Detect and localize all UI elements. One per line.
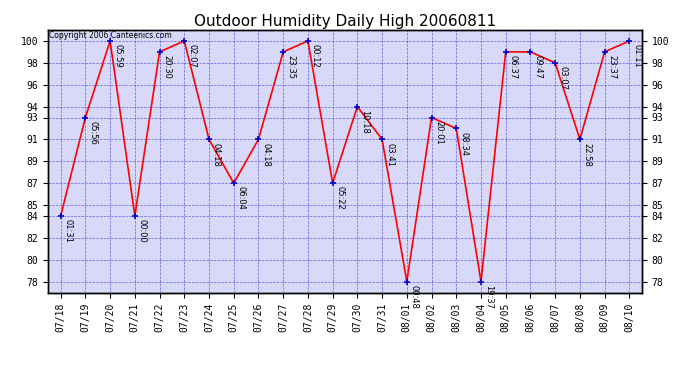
Text: 08:34: 08:34 bbox=[460, 132, 469, 156]
Text: 05:56: 05:56 bbox=[88, 121, 97, 145]
Text: 00:12: 00:12 bbox=[311, 44, 320, 68]
Text: 06:37: 06:37 bbox=[509, 55, 518, 79]
Text: 09:47: 09:47 bbox=[533, 55, 542, 79]
Text: 03:07: 03:07 bbox=[558, 66, 567, 90]
Text: 05:22: 05:22 bbox=[335, 186, 344, 210]
Text: 04:18: 04:18 bbox=[262, 142, 270, 166]
Text: 22:58: 22:58 bbox=[583, 142, 592, 166]
Text: 00:00: 00:00 bbox=[138, 219, 147, 243]
Text: 01:31: 01:31 bbox=[63, 219, 72, 243]
Text: 10:18: 10:18 bbox=[360, 110, 369, 134]
Title: Outdoor Humidity Daily High 20060811: Outdoor Humidity Daily High 20060811 bbox=[194, 14, 496, 29]
Text: 20:30: 20:30 bbox=[163, 55, 172, 79]
Text: 04:18: 04:18 bbox=[212, 142, 221, 166]
Text: 01:11: 01:11 bbox=[632, 44, 641, 68]
Text: Copyright 2006 Canteenics.com: Copyright 2006 Canteenics.com bbox=[50, 32, 172, 40]
Text: 06:04: 06:04 bbox=[237, 186, 246, 210]
Text: 03:41: 03:41 bbox=[385, 142, 394, 166]
Text: 05:59: 05:59 bbox=[113, 44, 122, 68]
Text: 23:37: 23:37 bbox=[608, 55, 617, 79]
Text: 02:07: 02:07 bbox=[187, 44, 196, 68]
Text: 00:48: 00:48 bbox=[410, 285, 419, 309]
Text: 20:01: 20:01 bbox=[435, 121, 444, 144]
Text: 23:35: 23:35 bbox=[286, 55, 295, 79]
Text: 19:37: 19:37 bbox=[484, 285, 493, 309]
